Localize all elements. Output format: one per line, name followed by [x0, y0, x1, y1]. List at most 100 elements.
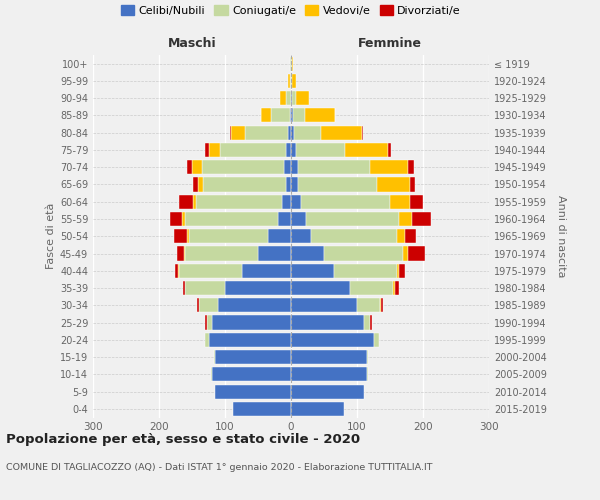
Bar	[291, 143, 296, 157]
Bar	[367, 350, 368, 364]
Bar	[292, 91, 296, 105]
Bar	[291, 194, 301, 209]
Bar	[410, 194, 423, 209]
Bar	[321, 126, 362, 140]
Bar	[410, 178, 415, 192]
Bar	[271, 108, 290, 122]
Bar	[185, 246, 258, 260]
Bar	[188, 229, 268, 244]
Bar	[403, 246, 409, 260]
Bar	[390, 194, 410, 209]
Bar	[286, 91, 291, 105]
Bar	[215, 384, 291, 398]
Bar	[296, 143, 345, 157]
Bar	[220, 143, 286, 157]
Bar	[291, 402, 344, 416]
Bar	[305, 212, 399, 226]
Bar	[258, 246, 291, 260]
Bar	[262, 108, 271, 122]
Bar	[291, 108, 293, 122]
Bar	[291, 246, 324, 260]
Bar	[193, 194, 196, 209]
Bar	[211, 368, 212, 382]
Bar	[214, 350, 215, 364]
Bar	[198, 178, 203, 192]
Bar	[388, 143, 391, 157]
Bar	[305, 108, 335, 122]
Bar	[245, 126, 289, 140]
Bar	[286, 143, 291, 157]
Bar	[290, 108, 291, 122]
Bar	[291, 91, 292, 105]
Bar	[178, 246, 184, 260]
Bar	[291, 74, 292, 88]
Bar	[362, 126, 363, 140]
Bar	[242, 264, 291, 278]
Bar	[409, 160, 414, 174]
Bar	[260, 108, 262, 122]
Bar	[381, 298, 383, 312]
Bar	[280, 91, 286, 105]
Bar	[291, 384, 364, 398]
Bar	[185, 281, 225, 295]
Legend: Celibi/Nubili, Coniugati/e, Vedovi/e, Divorziati/e: Celibi/Nubili, Coniugati/e, Vedovi/e, Di…	[119, 3, 463, 18]
Bar	[291, 229, 311, 244]
Bar	[230, 126, 231, 140]
Bar	[364, 316, 370, 330]
Bar	[179, 264, 242, 278]
Bar	[278, 212, 291, 226]
Bar	[187, 160, 192, 174]
Text: Popolazione per età, sesso e stato civile - 2020: Popolazione per età, sesso e stato civil…	[6, 432, 360, 446]
Bar	[209, 143, 220, 157]
Bar	[377, 178, 410, 192]
Bar	[399, 212, 412, 226]
Bar	[334, 264, 397, 278]
Bar	[225, 281, 291, 295]
Bar	[192, 160, 202, 174]
Bar	[291, 56, 292, 70]
Bar	[357, 298, 380, 312]
Bar	[179, 194, 193, 209]
Bar	[197, 298, 199, 312]
Bar	[185, 212, 278, 226]
Bar	[397, 229, 404, 244]
Bar	[291, 332, 374, 347]
Bar	[290, 56, 291, 70]
Bar	[291, 368, 367, 382]
Bar	[291, 212, 305, 226]
Bar	[298, 178, 377, 192]
Bar	[289, 126, 291, 140]
Text: COMUNE DI TAGLIACOZZO (AQ) - Dati ISTAT 1° gennaio 2020 - Elaborazione TUTTITALI: COMUNE DI TAGLIACOZZO (AQ) - Dati ISTAT …	[6, 462, 433, 471]
Bar	[380, 298, 381, 312]
Bar	[233, 402, 291, 416]
Bar	[178, 264, 179, 278]
Bar	[231, 126, 245, 140]
Bar	[291, 350, 367, 364]
Text: Femmine: Femmine	[358, 37, 422, 50]
Bar	[412, 212, 431, 226]
Bar	[397, 264, 399, 278]
Bar	[205, 332, 209, 347]
Bar	[298, 160, 370, 174]
Bar	[394, 281, 395, 295]
Bar	[173, 229, 187, 244]
Bar	[301, 194, 390, 209]
Bar	[184, 281, 185, 295]
Bar	[282, 194, 291, 209]
Bar	[399, 264, 404, 278]
Bar	[291, 281, 350, 295]
Bar	[292, 56, 293, 70]
Bar	[209, 332, 291, 347]
Bar	[404, 229, 416, 244]
Bar	[284, 160, 291, 174]
Bar	[291, 160, 298, 174]
Bar	[374, 332, 379, 347]
Bar	[203, 178, 286, 192]
Y-axis label: Fasce di età: Fasce di età	[46, 203, 56, 270]
Bar	[196, 194, 282, 209]
Bar	[291, 264, 334, 278]
Bar	[205, 143, 209, 157]
Bar	[206, 316, 212, 330]
Bar	[215, 350, 291, 364]
Bar	[292, 74, 296, 88]
